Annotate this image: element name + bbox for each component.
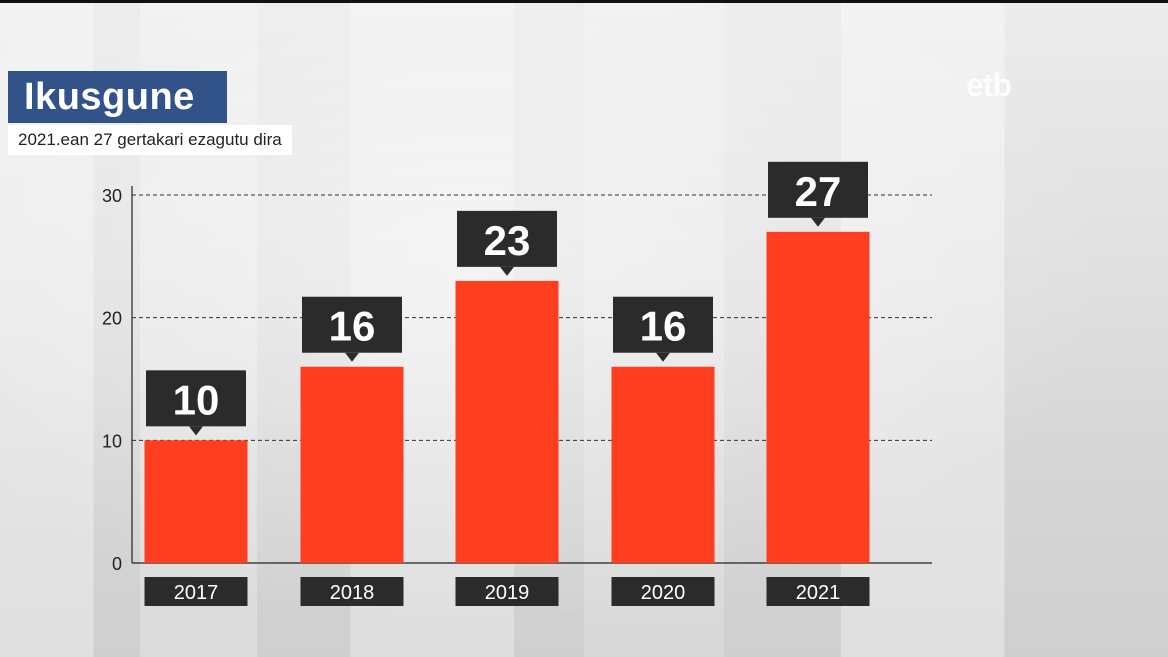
data-label-box [613,296,713,353]
subtitle-banner: 2021.ean 27 gertakari ezagutu dira [8,125,292,155]
x-tick-box [611,577,715,606]
data-label-box [768,161,868,218]
data-label: 23 [484,217,531,264]
y-tick-label: 0 [112,554,122,574]
y-tick-label: 30 [102,186,122,206]
x-tick-label: 2017 [174,582,219,604]
data-label-pointer [345,352,359,362]
title-banner: Ikusgune [8,71,227,123]
x-tick-box [455,577,559,606]
chart-subtitle: 2021.ean 27 gertakari ezagutu dira [18,130,282,149]
etb-logo: etb [966,67,1012,103]
data-label-box [302,296,402,353]
x-tick-box [766,577,870,606]
bar [766,231,870,564]
bar [455,280,559,563]
data-label-box [146,370,246,427]
chart-title: Ikusgune [24,75,195,118]
data-label-pointer [811,217,825,227]
x-tick-label: 2019 [485,582,530,604]
data-label-box [457,210,557,267]
data-label-pointer [189,426,203,436]
x-tick-box [300,577,404,606]
y-tick-label: 10 [102,431,122,451]
bar [144,440,248,563]
bar [611,366,715,563]
data-label-pointer [500,266,514,276]
data-label: 16 [329,303,376,350]
x-tick-label: 2018 [330,582,375,604]
x-tick-label: 2021 [796,582,841,604]
x-tick-label: 2020 [641,582,686,604]
data-label: 10 [173,376,220,423]
data-label: 16 [640,303,687,350]
top-border [0,0,1168,3]
data-label: 27 [795,168,842,215]
x-tick-box [144,577,248,606]
y-tick-label: 20 [102,309,122,329]
bar [300,366,404,563]
data-label-pointer [656,352,670,362]
